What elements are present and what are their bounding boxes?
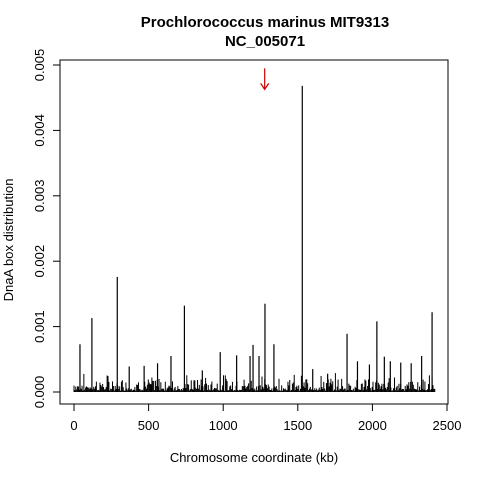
y-tick-label: 0.002 xyxy=(32,245,47,278)
x-tick-label: 2000 xyxy=(358,418,387,433)
y-tick-label: 0.005 xyxy=(32,49,47,82)
y-axis-label: DnaA box distribution xyxy=(1,179,16,302)
bar-series xyxy=(79,85,433,392)
origin-marker xyxy=(260,68,270,91)
y-tick-label: 0.000 xyxy=(32,376,47,409)
chart-title: Prochlorococcus marinus MIT9313 xyxy=(141,14,389,31)
x-tick-label: 1000 xyxy=(209,418,238,433)
x-tick-label: 500 xyxy=(138,418,160,433)
y-tick-label: 0.004 xyxy=(32,114,47,147)
chart-subtitle: NC_005071 xyxy=(225,33,305,50)
y-tick-label: 0.003 xyxy=(32,180,47,213)
x-tick-label: 0 xyxy=(70,418,77,433)
plot-frame xyxy=(59,59,449,405)
background-signal xyxy=(73,373,436,392)
y-tick-label: 0.001 xyxy=(32,310,47,343)
x-axis: 0 500 1000 1500 2000 2500 xyxy=(70,403,462,433)
x-tick-label: 2500 xyxy=(433,418,462,433)
x-axis-label: Chromosome coordinate (kb) xyxy=(170,450,338,465)
y-axis: 0.000 0.001 0.002 0.003 0.004 0.005 xyxy=(32,49,60,409)
x-tick-label: 1500 xyxy=(283,418,312,433)
marker-arrow-head xyxy=(260,83,270,91)
